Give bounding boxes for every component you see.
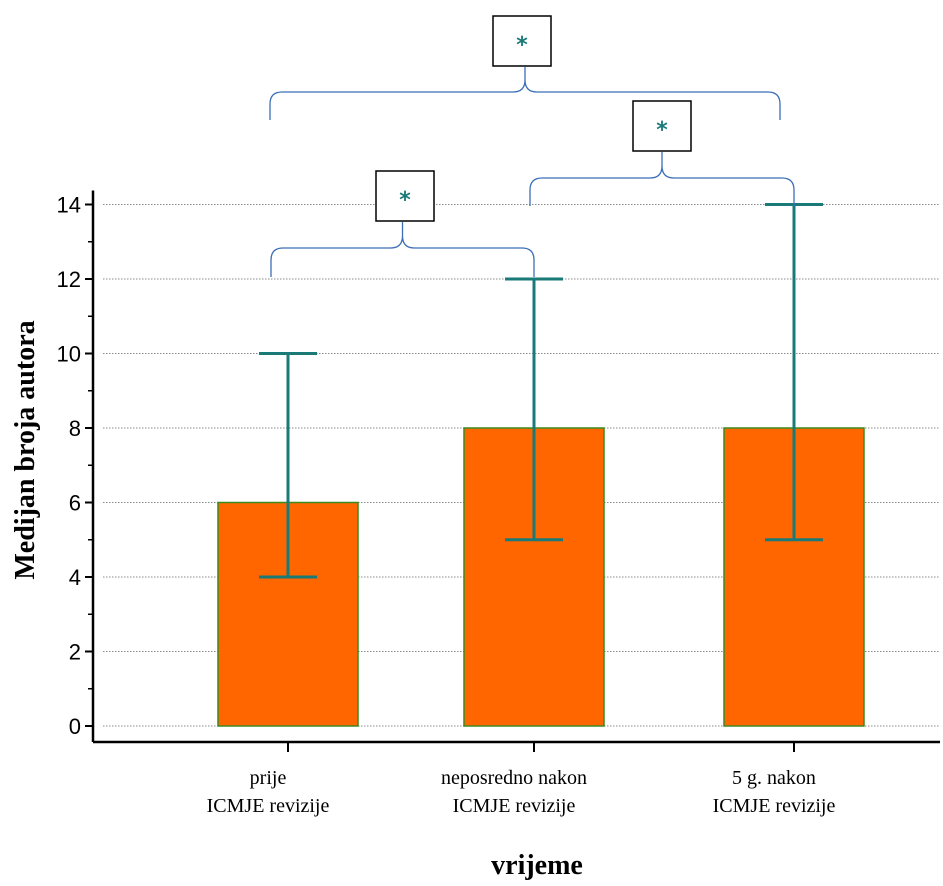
x-tick-label: neposredno nakon: [441, 767, 587, 789]
x-tick-label: prije: [250, 767, 287, 789]
x-tick-label: ICMJE revizije: [453, 795, 576, 817]
significance-label: *: [399, 188, 411, 213]
x-tick-label: ICMJE revizije: [207, 795, 330, 817]
y-tick-label: 0: [69, 714, 81, 739]
y-tick-label: 10: [57, 342, 81, 367]
significance-bracket: [270, 67, 780, 120]
x-tick-label: 5 g. nakon: [732, 767, 816, 789]
significance-bracket: [271, 222, 534, 277]
x-axis-title: vrijeme: [491, 850, 583, 881]
y-tick-label: 14: [57, 193, 81, 218]
significance-bracket: [530, 152, 794, 206]
x-tick-label: ICMJE revizije: [713, 795, 836, 817]
significance-brackets: * * *: [270, 16, 794, 277]
significance-label: *: [656, 118, 668, 143]
y-axis-title: Medijan broja autora: [10, 320, 41, 579]
y-tick-label: 2: [69, 640, 81, 665]
y-tick-label: 8: [69, 416, 81, 441]
y-tick-label: 12: [57, 267, 81, 292]
significance-label: *: [516, 33, 528, 58]
y-tick-label: 6: [69, 491, 81, 516]
y-tick-label: 4: [69, 565, 81, 590]
